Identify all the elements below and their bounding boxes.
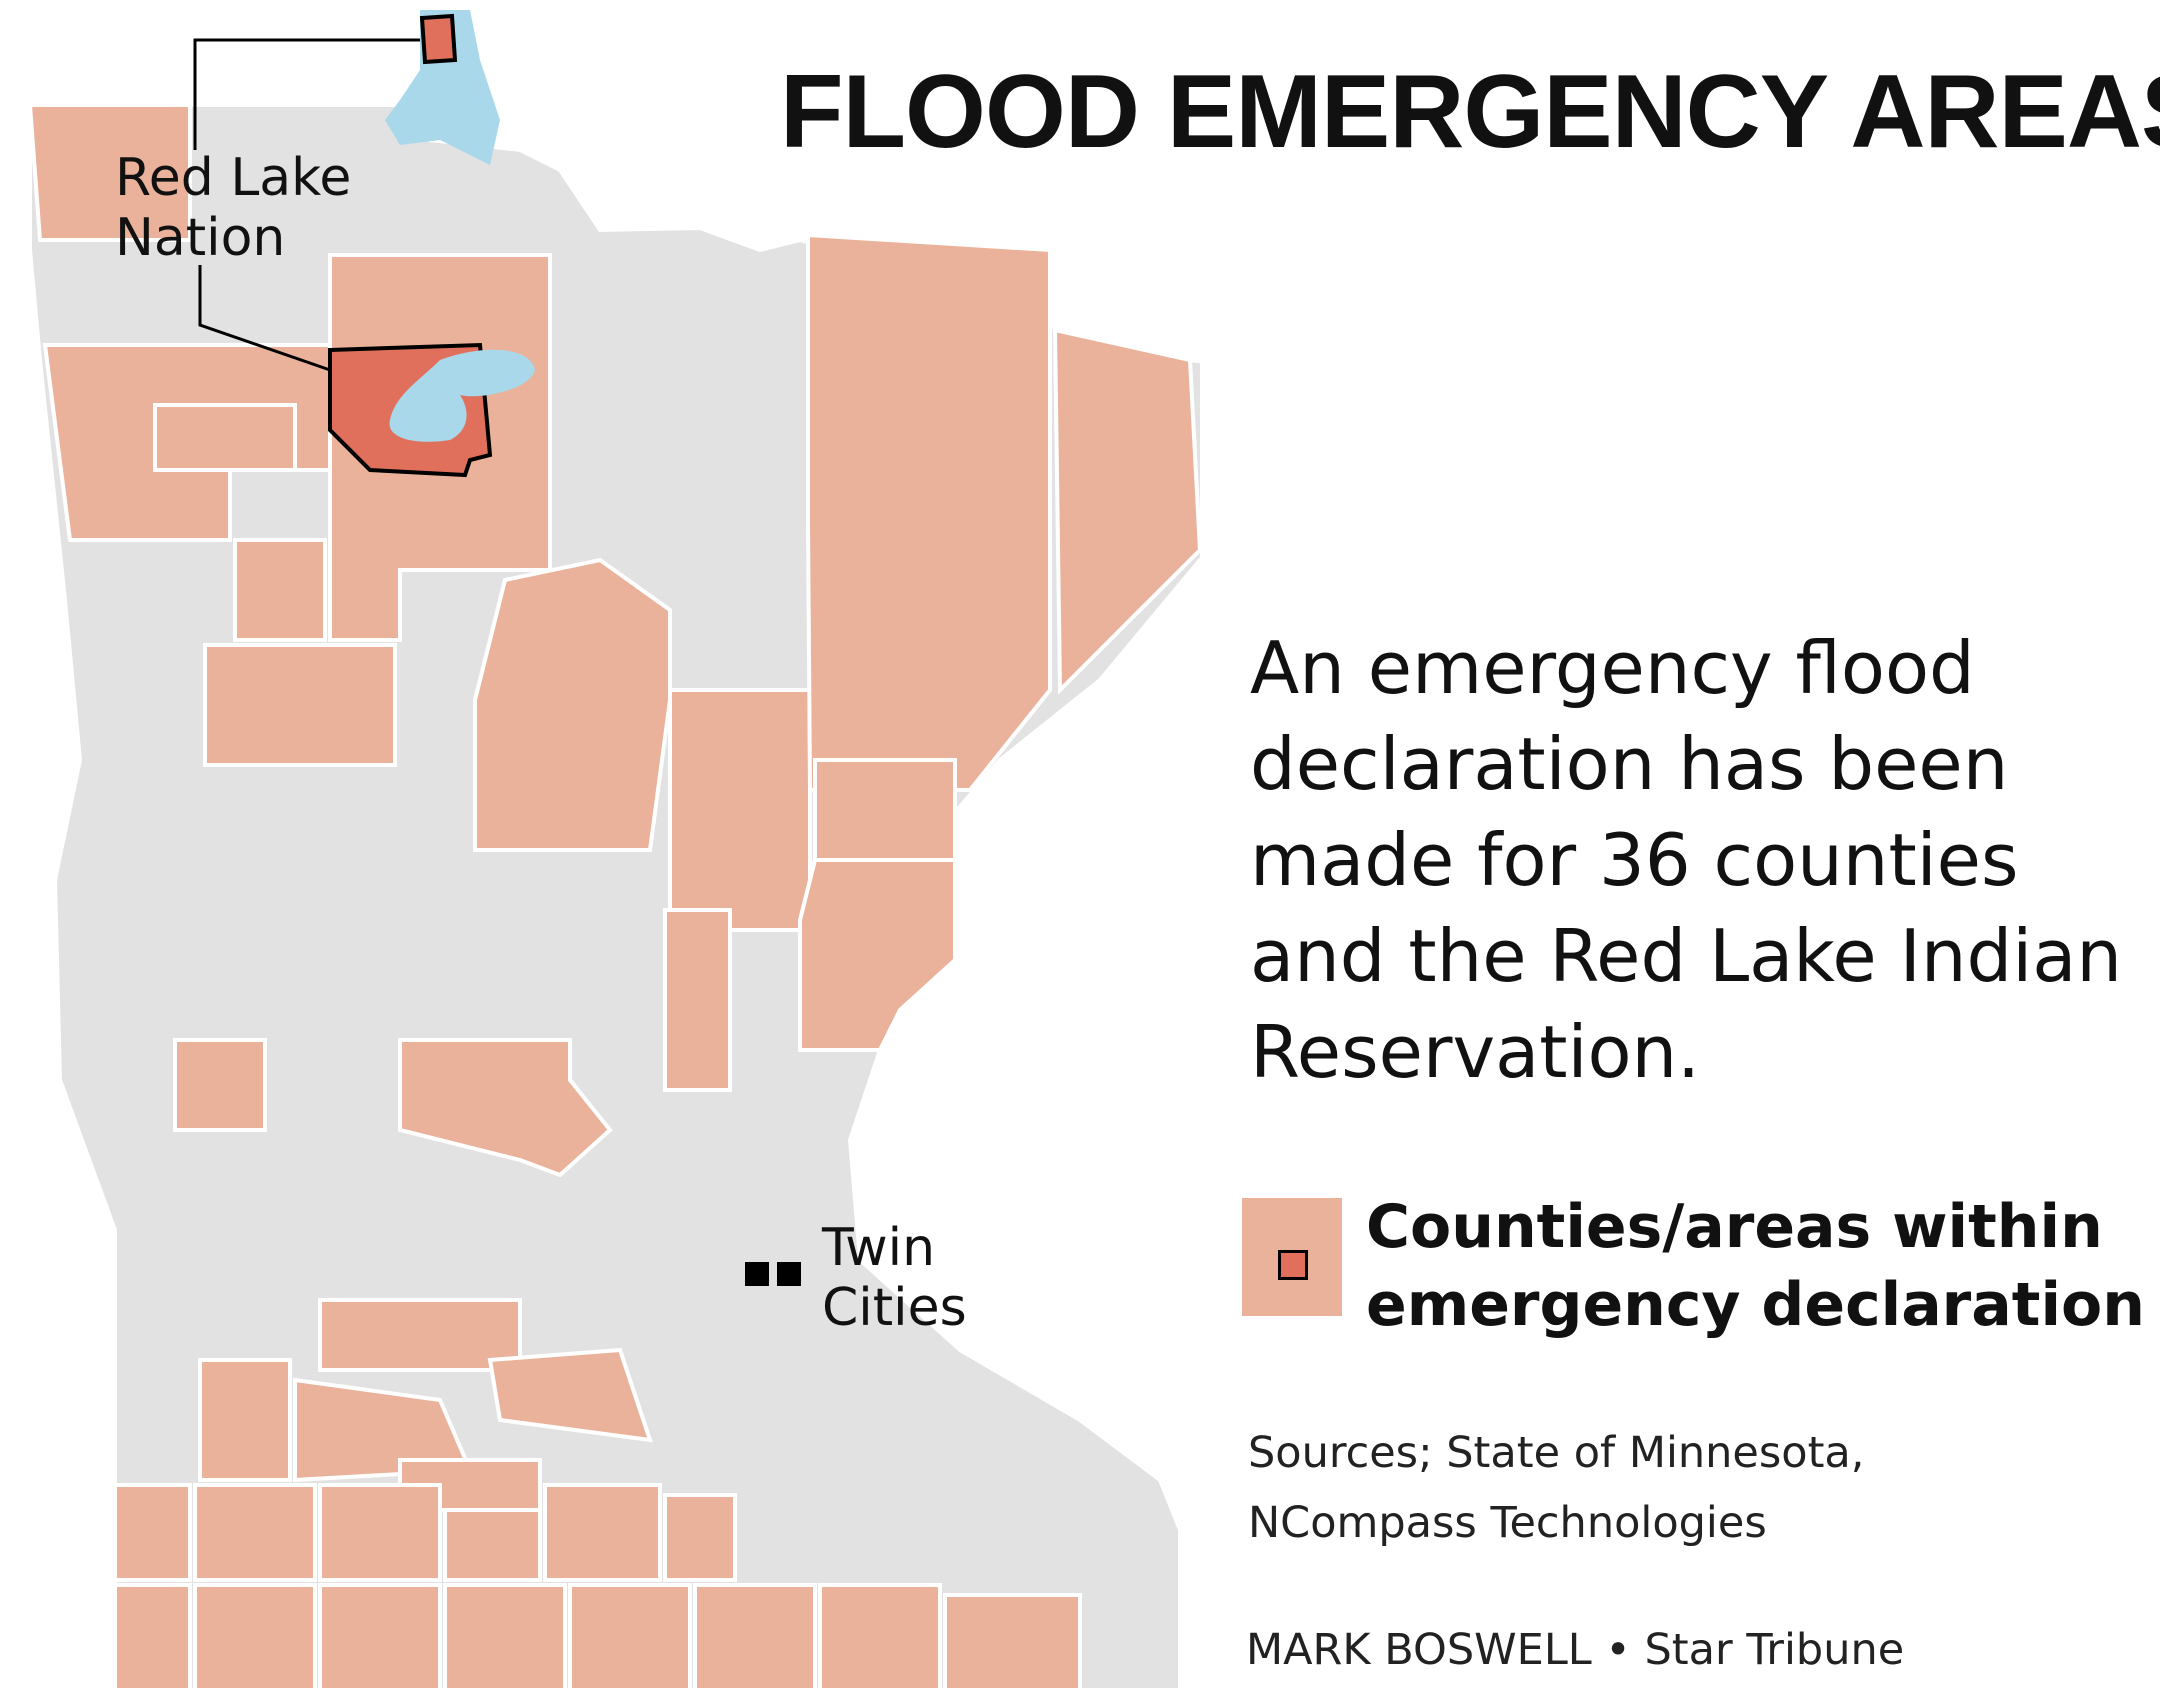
county-mille-lacs: [663, 908, 732, 1092]
county-pine: [798, 858, 957, 1052]
county-south-row2-e: [568, 1583, 692, 1692]
description-line: declaration has been: [1250, 722, 2009, 806]
credit-author: MARK BOSWELL: [1246, 1625, 1592, 1675]
county-hubbard-cass: [473, 557, 672, 852]
credit-line: MARK BOSWELL • Star Tribune: [1246, 1625, 2146, 1675]
county-south-row2-g: [818, 1583, 942, 1692]
northwest-angle-area: [419, 13, 458, 65]
county-aitkin: [668, 688, 812, 932]
county-south-row2-a: [113, 1583, 192, 1692]
county-south-row1-c: [318, 1483, 442, 1582]
county-lake: [1052, 327, 1200, 695]
county-south-row1-f: [663, 1493, 737, 1582]
twin-cities-label-line2: Cities: [822, 1278, 967, 1338]
twin-cities-marker-2: [777, 1262, 801, 1286]
county-kittson: [27, 103, 192, 242]
county-southwest-3: [198, 1358, 292, 1482]
page-title: FLOOD EMERGENCY AREAS: [780, 54, 2160, 170]
description-line: and the Red Lake Indian: [1250, 914, 2122, 998]
description: An emergency flood declaration has been …: [1250, 620, 2150, 1100]
red-lake-label-line2: Nation: [115, 208, 285, 268]
county-clay-wilkin: [173, 1038, 267, 1132]
county-south-row2-d: [443, 1583, 567, 1692]
red-lake-callout-lower: [198, 265, 331, 372]
sources: Sources; State of Minnesota, NCompass Te…: [1248, 1418, 2148, 1558]
red-lake-label-line1: Red Lake: [115, 148, 351, 208]
credit-separator: •: [1605, 1625, 1631, 1675]
county-south-row2-c: [318, 1583, 442, 1692]
map-svg: Red Lake Nation Twin Cities: [27, 10, 1200, 1692]
county-south-row1-d: [443, 1508, 542, 1582]
red-lake-callout: [193, 38, 420, 150]
legend-swatch: [1242, 1198, 1342, 1316]
legend-label: Counties/areas within emergency declarat…: [1366, 1188, 2156, 1344]
legend-label-line: Counties/areas within: [1366, 1192, 2103, 1262]
twin-cities-label-line1: Twin: [821, 1218, 935, 1278]
county-st-louis: [806, 232, 1052, 792]
description-line: made for 36 counties: [1250, 818, 2019, 902]
red-lake-water: [389, 349, 535, 442]
county-south-row2-h: [943, 1593, 1082, 1692]
county-south-row1-b: [193, 1483, 317, 1582]
county-south-row2-f: [693, 1583, 817, 1692]
sources-line: Sources; State of Minnesota,: [1248, 1428, 1865, 1478]
description-line: An emergency flood: [1250, 626, 1975, 710]
description-line: Reservation.: [1250, 1010, 1701, 1094]
credit-outlet: Star Tribune: [1644, 1625, 1905, 1675]
minnesota-map: Red Lake Nation Twin Cities: [27, 10, 1200, 1692]
twin-cities-marker-1: [745, 1262, 769, 1286]
sources-line: NCompass Technologies: [1248, 1498, 1767, 1548]
legend-reservation-swatch: [1278, 1250, 1308, 1280]
county-polk-east: [233, 538, 327, 642]
county-carlton: [813, 758, 957, 862]
legend-label-line: emergency declaration: [1366, 1270, 2145, 1340]
county-southwest-2: [487, 1347, 653, 1443]
county-norman-mahnomen: [203, 643, 397, 767]
county-south-row1-a: [113, 1483, 192, 1582]
county-pennington-red-lake: [153, 403, 297, 472]
lake-of-the-woods: [385, 10, 500, 165]
county-south-row1-e: [543, 1483, 662, 1582]
county-south-row2-b: [193, 1583, 317, 1692]
county-otter-tail: [398, 1038, 613, 1178]
